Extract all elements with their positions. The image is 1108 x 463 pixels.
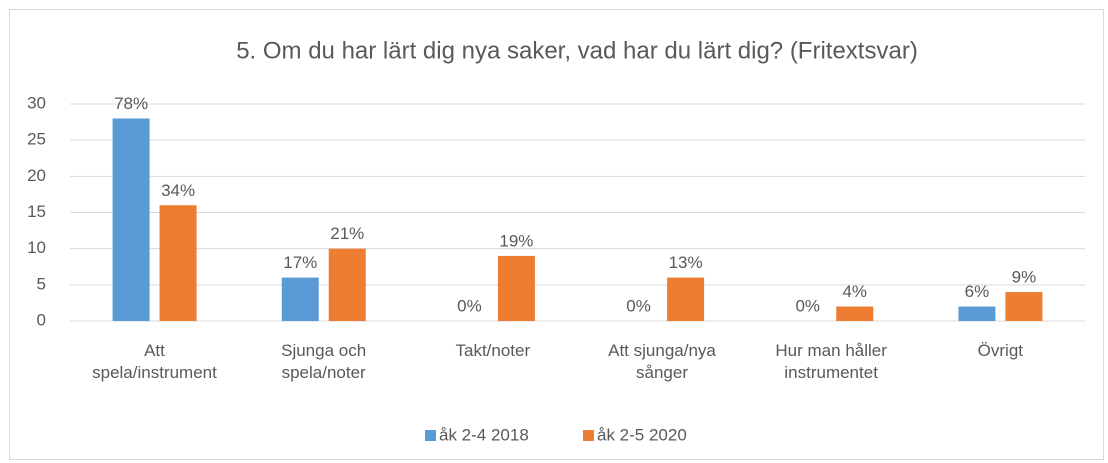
data-label: 0% (795, 296, 820, 315)
bar (112, 118, 150, 321)
bar (667, 277, 705, 321)
y-tick-label: 5 (37, 274, 46, 293)
data-label: 17% (283, 253, 317, 272)
chart-title: 5. Om du har lärt dig nya saker, vad har… (236, 37, 918, 64)
y-tick-label: 15 (27, 202, 46, 221)
data-label: 9% (1012, 268, 1037, 287)
y-tick-label: 30 (27, 93, 46, 112)
data-label: 0% (457, 296, 482, 315)
legend-label: åk 2-5 2020 (597, 425, 687, 444)
y-tick-label: 10 (27, 238, 46, 257)
x-tick-label: Att sjunga/nya sånger (608, 341, 716, 382)
legend-label: åk 2-4 2018 (439, 425, 529, 444)
data-label: 78% (114, 94, 148, 113)
bar (281, 277, 319, 321)
data-label: 0% (626, 296, 651, 315)
x-tick-label: Sjunga och spela/noter (281, 341, 367, 382)
data-label: 4% (842, 282, 867, 301)
bar (159, 205, 197, 321)
data-label: 21% (330, 224, 364, 243)
data-label: 6% (965, 282, 990, 301)
legend-swatch (425, 430, 436, 441)
y-tick-label: 25 (27, 130, 46, 149)
data-label: 19% (499, 231, 533, 250)
y-tick-label: 0 (37, 310, 46, 329)
bar (328, 248, 366, 321)
bar (958, 306, 996, 321)
x-tick-label: Takt/noter (455, 341, 531, 360)
legend-swatch (583, 430, 594, 441)
y-tick-label: 20 (27, 166, 46, 185)
bar (836, 306, 874, 321)
x-tick-label: Övrigt (977, 341, 1023, 360)
x-tick-label: Att spela/instrument (92, 341, 217, 382)
bar (497, 255, 535, 321)
bar (1005, 292, 1043, 321)
data-label: 13% (669, 253, 703, 272)
data-label: 34% (161, 181, 195, 200)
x-tick-label: Hur man håller instrumentet (775, 341, 887, 382)
